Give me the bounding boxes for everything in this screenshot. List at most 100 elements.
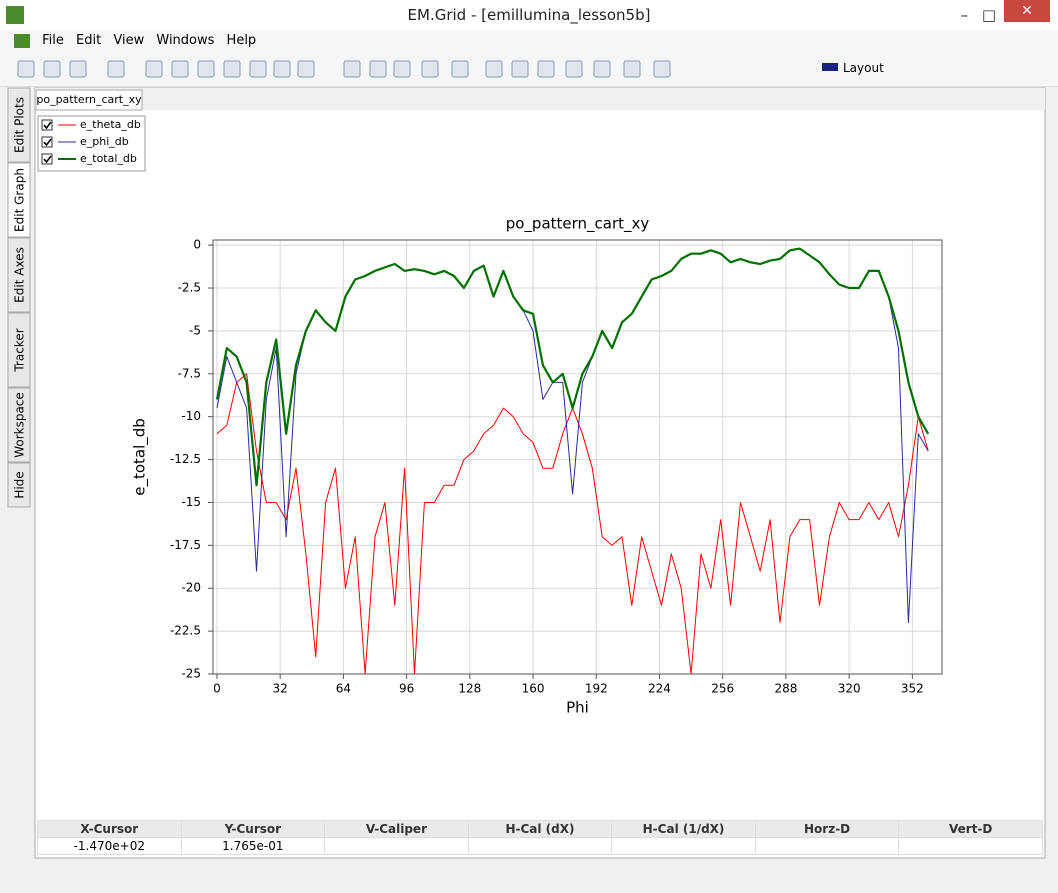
toolbar-icon[interactable] — [223, 60, 241, 78]
y-tick-label: -22.5 — [170, 624, 201, 638]
toolbar-icon[interactable] — [145, 60, 163, 78]
plot: po_pattern_cart_xy Phi e_total_db 0 -2.5 -5 -7… — [37, 115, 943, 717]
x-axis-title: Phi — [566, 699, 589, 717]
toolbar-icon[interactable] — [69, 60, 87, 78]
app-icon — [6, 6, 24, 24]
column-header: V-Caliper — [324, 820, 469, 838]
menu-item[interactable]: View — [113, 33, 145, 48]
y-tick-label: -20 — [181, 581, 201, 595]
legend-checkbox[interactable] — [41, 136, 53, 148]
y-tick-label: 0 — [193, 238, 201, 252]
side-tab[interactable] — [7, 87, 31, 163]
x-tick-label: 96 — [399, 682, 414, 696]
toolbar-icon[interactable] — [653, 60, 671, 78]
tab-strip — [35, 88, 1045, 110]
y-tick-label: -5 — [189, 323, 201, 337]
x-tick-label: 224 — [648, 682, 671, 696]
toolbar-icon[interactable] — [273, 60, 291, 78]
legend-checkbox[interactable] — [41, 119, 53, 131]
x-tick-label: 256 — [711, 682, 734, 696]
column-header: Vert-D — [898, 820, 1043, 838]
x-tick-label: 32 — [273, 682, 288, 696]
x-tick-label: 128 — [458, 682, 481, 696]
menu-item[interactable]: File — [42, 33, 64, 48]
cursor-value — [898, 837, 1043, 855]
toolbar-icon[interactable] — [565, 60, 583, 78]
y-tick-label: -25 — [181, 667, 201, 681]
y-tick-label: -17.5 — [170, 538, 201, 552]
side-tab[interactable] — [7, 162, 31, 238]
y-tick-label: -2.5 — [178, 281, 201, 295]
side-tab[interactable] — [7, 387, 31, 463]
toolbar-icon[interactable] — [369, 60, 387, 78]
toolbar-icon[interactable] — [511, 60, 529, 78]
menu-item[interactable]: Help — [226, 33, 257, 48]
x-tick-label: 160 — [522, 682, 545, 696]
toolbar-icon[interactable] — [485, 60, 503, 78]
toolbar-icon[interactable] — [17, 60, 35, 78]
checkmark — [43, 155, 52, 164]
toolbar-icon[interactable] — [343, 60, 361, 78]
toolbar-icon[interactable] — [537, 60, 555, 78]
doc-tab[interactable] — [35, 89, 143, 111]
checkmark — [43, 121, 52, 130]
layout-icon — [822, 63, 838, 71]
side-tab[interactable] — [7, 237, 31, 313]
cursor-value — [754, 837, 900, 855]
toolbar-icon[interactable] — [593, 60, 611, 78]
close-button[interactable]: ✕ — [1004, 0, 1050, 22]
toolbar-icon[interactable] — [393, 60, 411, 78]
side-tab-label: Edit Plots — [13, 97, 27, 153]
x-tick-label: 192 — [585, 682, 608, 696]
doc-icon — [14, 33, 30, 48]
cursor-table: X-Cursor Y-Cursor V-Caliper H-Cal (dX) H-Cal… — [37, 820, 1043, 856]
toolbar-icon[interactable] — [451, 60, 469, 78]
column-header: H-Cal (dX) — [467, 820, 613, 838]
y-tick-label: -12.5 — [170, 452, 201, 466]
legend-label: e_phi_db — [80, 135, 129, 148]
window-title: EM.Grid - [emillumina_lesson5b] — [407, 6, 651, 24]
x-tick-label: 0 — [213, 682, 221, 696]
maximize-button[interactable]: □ — [981, 6, 996, 24]
menu-item[interactable]: Edit — [76, 33, 102, 48]
toolbar-icon[interactable] — [249, 60, 267, 78]
header-row: X-Cursor Y-Cursor V-Caliper H-Cal (dX) H-Cal… — [37, 820, 1043, 838]
checkmark — [43, 138, 52, 147]
series-line — [215, 247, 930, 487]
value-row: -1.470e+02 1.765e-01 — [37, 837, 1043, 855]
x-tick-label: 64 — [336, 682, 351, 696]
status-bar — [0, 862, 1058, 893]
menu-bar: File Edit View Windows Help — [0, 30, 1058, 52]
cursor-grid: X-Cursor Y-Cursor V-Caliper H-Cal (dX) H-Cal… — [37, 820, 1043, 855]
cursor-value — [467, 837, 613, 855]
toolbar-icon[interactable] — [623, 60, 641, 78]
side-tab-label: Hide — [13, 471, 27, 498]
toolbar-icon[interactable] — [43, 60, 61, 78]
toolbar-icon[interactable] — [421, 60, 439, 78]
side-tab[interactable] — [7, 312, 31, 388]
column-header: H-Cal (1/dX) — [611, 820, 756, 838]
legend-checkbox[interactable] — [41, 153, 53, 165]
x-tick-label: 288 — [774, 682, 797, 696]
toolbar-icon[interactable] — [197, 60, 215, 78]
toolbar-icon[interactable] — [107, 60, 125, 78]
y-axis-title: e_total_db — [131, 418, 150, 496]
doc-tab-label: po_pattern_cart_xy — [36, 93, 142, 106]
y-tick-label: -10 — [181, 409, 201, 423]
toolbar-icon[interactable] — [297, 60, 315, 78]
toolbar-icon[interactable] — [171, 60, 189, 78]
title-bar: EM.Grid - [emillumina_lesson5b] – □ ✕ — [0, 0, 1058, 30]
cursor-value: -1.470e+02 — [37, 837, 182, 855]
side-tab[interactable] — [7, 462, 31, 508]
minimize-button[interactable]: – — [960, 6, 969, 24]
layout-button[interactable]: Layout — [843, 61, 884, 75]
y-tick-label: -7.5 — [178, 366, 201, 380]
column-header: Horz-D — [754, 820, 900, 838]
side-tab-label: Edit Graph — [13, 168, 27, 232]
x-tick-label: 320 — [838, 682, 861, 696]
menu-item[interactable]: Windows — [156, 33, 215, 48]
side-tab-label: Tracker — [13, 328, 27, 372]
cursor-value — [611, 837, 756, 855]
cursor-value: 1.765e-01 — [180, 837, 326, 855]
